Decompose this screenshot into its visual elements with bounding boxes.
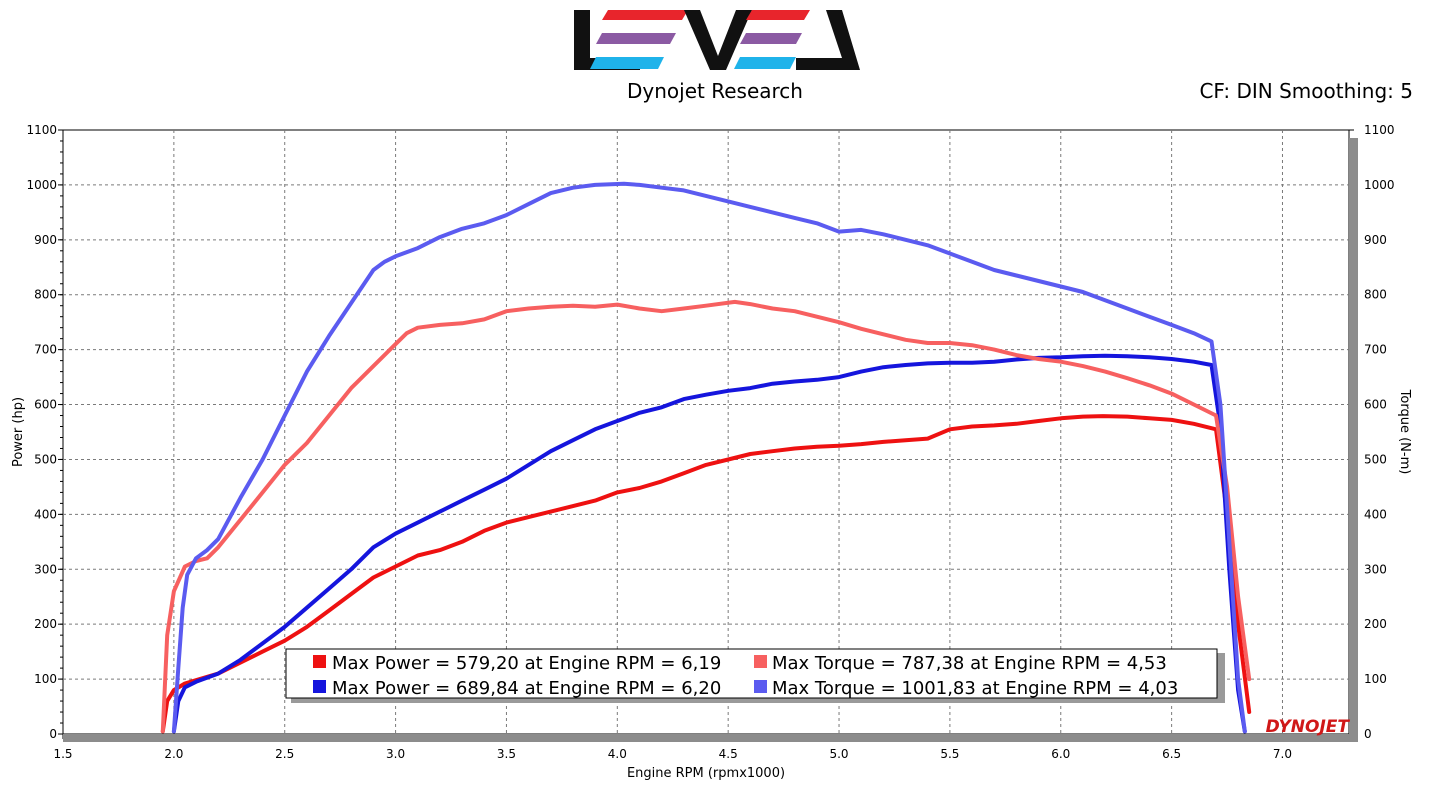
logo-bar-cyan-2 xyxy=(734,57,796,69)
plot-area xyxy=(62,129,1350,735)
x-tick-label: 5.0 xyxy=(829,747,848,761)
y2-tick-label: 400 xyxy=(1364,507,1387,521)
torque-run1-line xyxy=(160,299,1252,734)
series-layer xyxy=(160,181,1252,734)
legend-swatch-power-run1 xyxy=(313,655,326,668)
x-tick-label: 1.5 xyxy=(53,747,72,761)
logo-letter-l-mirror xyxy=(796,10,860,70)
logo-bar-red-2 xyxy=(746,10,810,20)
y-tick-label: 700 xyxy=(34,343,57,357)
y2-axis-shadow-bar xyxy=(1349,138,1358,742)
y2-tick-label: 200 xyxy=(1364,617,1387,631)
x-tick-label: 4.0 xyxy=(608,747,627,761)
logo-bar-purple-2 xyxy=(740,33,802,44)
power-run1-line xyxy=(160,414,1252,734)
y-tick-label: 600 xyxy=(34,398,57,412)
torque-run2-line xyxy=(171,181,1247,734)
y2-tick-label: 0 xyxy=(1364,727,1372,741)
power-run2-line xyxy=(171,353,1247,734)
y-tick-label: 900 xyxy=(34,233,57,247)
legend-swatch-power-run2 xyxy=(313,680,326,693)
legend-box xyxy=(285,648,1218,699)
legend-swatch-torque-run1 xyxy=(754,655,767,668)
y2-tick-label: 1000 xyxy=(1364,178,1395,192)
y2-tick-label: 900 xyxy=(1364,233,1387,247)
y2-tick-label: 300 xyxy=(1364,562,1387,576)
y2-tick-label: 500 xyxy=(1364,452,1387,466)
x-tick-label: 6.5 xyxy=(1162,747,1181,761)
y-tick-label: 100 xyxy=(34,672,57,686)
y-tick-label: 500 xyxy=(34,452,57,466)
x-tick-label: 2.5 xyxy=(275,747,294,761)
y2-tick-label: 700 xyxy=(1364,343,1387,357)
y-tick-label: 1100 xyxy=(26,123,57,137)
logo-letter-v xyxy=(684,10,752,70)
legend-swatch-torque-run2 xyxy=(754,680,767,693)
logo-bar-cyan-1 xyxy=(590,57,664,69)
x-tick-label: 7.0 xyxy=(1273,747,1292,761)
y2-axis-title: Torque (N-m) xyxy=(1397,389,1412,475)
y-tick-label: 1000 xyxy=(26,178,57,192)
x-tick-label: 2.0 xyxy=(164,747,183,761)
x-tick-label: 5.5 xyxy=(940,747,959,761)
legend: Max Power = 579,20 at Engine RPM = 6,19 … xyxy=(285,648,1225,703)
x-tick-label: 3.5 xyxy=(497,747,516,761)
legend-label-torque-run1: Max Torque = 787,38 at Engine RPM = 4,53 xyxy=(772,653,1167,674)
level-logo xyxy=(574,10,860,70)
logo-bar-red-1 xyxy=(602,10,688,20)
legend-label-torque-run2: Max Torque = 1001,83 at Engine RPM = 4,0… xyxy=(772,678,1178,699)
y-tick-label: 200 xyxy=(34,617,57,631)
y-tick-label: 400 xyxy=(34,507,57,521)
legend-label-power-run2: Max Power = 689,84 at Engine RPM = 6,20 xyxy=(332,678,721,699)
y2-tick-label: 1100 xyxy=(1364,123,1395,137)
x-tick-label: 6.0 xyxy=(1051,747,1070,761)
y-axis-title: Power (hp) xyxy=(11,397,26,467)
y2-tick-label: 600 xyxy=(1364,398,1387,412)
settings-label: CF: DIN Smoothing: 5 xyxy=(1199,79,1413,103)
y-tick-label: 300 xyxy=(34,562,57,576)
chart-subtitle: Dynojet Research xyxy=(627,79,803,103)
y-tick-label: 800 xyxy=(34,288,57,302)
x-axis-shadow-bar xyxy=(63,734,1358,742)
x-tick-label: 3.0 xyxy=(386,747,405,761)
y-axis-ticks: 0 100 200 300 400 500 600 700 800 900 1000 1100 xyxy=(26,123,63,741)
x-tick-label: 4.5 xyxy=(719,747,738,761)
legend-label-power-run1: Max Power = 579,20 at Engine RPM = 6,19 xyxy=(332,653,721,674)
x-axis-title: Engine RPM (rpmx1000) xyxy=(627,766,785,781)
dynojet-watermark: DYNOJET xyxy=(1266,717,1351,737)
y2-tick-label: 100 xyxy=(1364,672,1387,686)
y2-tick-label: 800 xyxy=(1364,288,1387,302)
logo-bar-purple-1 xyxy=(596,33,676,44)
y-tick-label: 0 xyxy=(49,727,57,741)
